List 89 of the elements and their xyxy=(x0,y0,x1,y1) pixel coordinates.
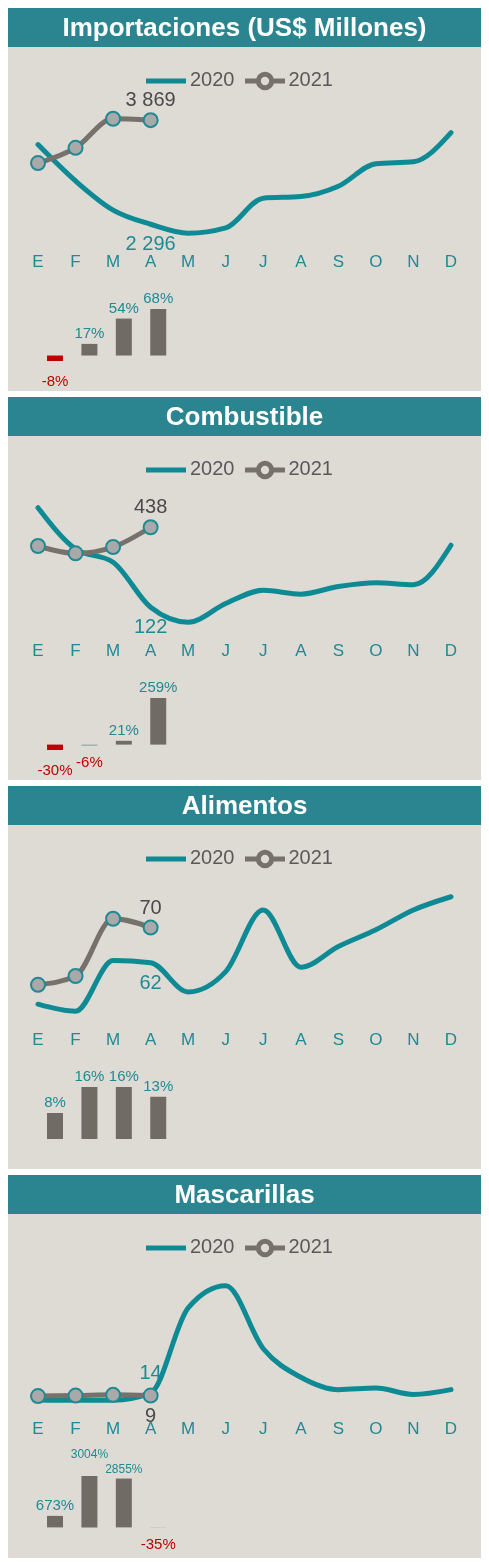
chart-title: Mascarillas xyxy=(8,1175,481,1214)
data-label: -30% xyxy=(37,761,73,779)
x-tick-label: M xyxy=(106,641,121,661)
data-label: 673% xyxy=(35,1495,75,1513)
x-tick-label: M xyxy=(181,1030,196,1050)
x-tick-label: S xyxy=(332,1419,345,1439)
x-tick-label: A xyxy=(144,641,157,661)
chart-title: Combustible xyxy=(8,397,481,436)
x-tick-label: S xyxy=(332,1030,345,1050)
chart-title: Importaciones (US$ Millones) xyxy=(8,8,481,47)
x-tick-label: A xyxy=(144,1030,157,1050)
x-tick-label: F xyxy=(70,1419,81,1439)
x-tick-label: D xyxy=(444,1419,458,1439)
x-tick-label: J xyxy=(221,1030,230,1050)
data-label: 2855% xyxy=(105,1461,143,1476)
data-label: 16% xyxy=(108,1067,139,1084)
x-tick-label: J xyxy=(259,252,268,272)
data-label: 13% xyxy=(143,1076,174,1094)
x-tick-label: F xyxy=(70,252,81,272)
x-tick-label: J xyxy=(259,1030,268,1050)
data-label: 21% xyxy=(108,720,139,738)
data-label: 54% xyxy=(108,298,139,316)
x-tick-label: M xyxy=(106,252,121,272)
data-label: 16% xyxy=(74,1067,105,1084)
legend-label: 2020 xyxy=(190,1235,235,1258)
x-tick-label: A xyxy=(295,1030,308,1050)
x-tick-label: N xyxy=(407,1419,420,1439)
x-tick-label: J xyxy=(259,641,268,661)
x-tick-label: E xyxy=(32,252,44,272)
data-label: 68% xyxy=(143,289,174,306)
x-tick-label: A xyxy=(295,1419,308,1439)
x-tick-label: O xyxy=(369,1419,383,1439)
legend-label: 2021 xyxy=(288,457,333,480)
data-label: 438 xyxy=(133,495,168,518)
data-label: 3004% xyxy=(70,1447,109,1461)
x-tick-label: F xyxy=(70,641,81,661)
bar xyxy=(47,1515,63,1528)
x-tick-label: A xyxy=(295,252,308,272)
data-label: 3 869 xyxy=(125,88,176,111)
x-tick-label: M xyxy=(106,1030,121,1050)
data-label: -6% xyxy=(76,752,103,770)
x-tick-label: S xyxy=(332,252,345,272)
legend-label: 2021 xyxy=(288,1235,333,1258)
bar xyxy=(81,343,98,356)
x-tick-label: E xyxy=(32,1030,44,1050)
x-tick-label: J xyxy=(221,641,230,661)
bar xyxy=(115,318,132,356)
x-tick-label: J xyxy=(259,1419,268,1439)
x-tick-label: O xyxy=(369,1030,383,1050)
x-tick-label: M xyxy=(106,1419,121,1439)
x-tick-label: O xyxy=(369,252,383,272)
x-tick-label: A xyxy=(144,252,157,272)
legend-label: 2021 xyxy=(288,68,333,91)
bar xyxy=(81,1476,98,1528)
x-tick-label: N xyxy=(407,252,420,272)
x-tick-label: F xyxy=(70,1030,81,1050)
data-label: 2 296 xyxy=(125,232,176,255)
x-tick-label: E xyxy=(32,641,44,661)
x-tick-label: D xyxy=(444,641,458,661)
legend-label: 2020 xyxy=(190,457,235,480)
data-label: -35% xyxy=(140,1534,176,1552)
x-tick-label: M xyxy=(181,252,196,272)
data-label: 122 xyxy=(133,615,168,638)
x-tick-label: D xyxy=(444,1030,458,1050)
x-tick-label: J xyxy=(221,1419,230,1439)
bar xyxy=(47,355,63,361)
data-label: 17% xyxy=(74,323,105,341)
x-tick-label: E xyxy=(32,1419,44,1439)
data-label: -8% xyxy=(41,372,69,390)
data-label: 8% xyxy=(44,1093,66,1110)
legend-label: 2020 xyxy=(190,846,235,869)
x-tick-label: J xyxy=(221,252,230,272)
data-label: 70 xyxy=(139,895,162,918)
legend-label: 2020 xyxy=(190,68,235,91)
x-tick-label: O xyxy=(369,641,383,661)
x-tick-label: M xyxy=(181,641,196,661)
data-label: 62 xyxy=(139,970,162,993)
legend-label: 2021 xyxy=(288,846,333,869)
x-tick-label: N xyxy=(407,1030,420,1050)
data-label: 259% xyxy=(139,678,178,695)
chart-title: Alimentos xyxy=(8,786,481,825)
bar xyxy=(150,309,167,356)
x-tick-label: S xyxy=(332,641,345,661)
x-tick-label: M xyxy=(181,1419,196,1439)
bar xyxy=(115,1478,132,1528)
x-tick-label: A xyxy=(295,641,308,661)
x-tick-label: N xyxy=(407,641,420,661)
x-tick-label: D xyxy=(444,252,458,272)
data-label: 14 xyxy=(139,1360,162,1383)
